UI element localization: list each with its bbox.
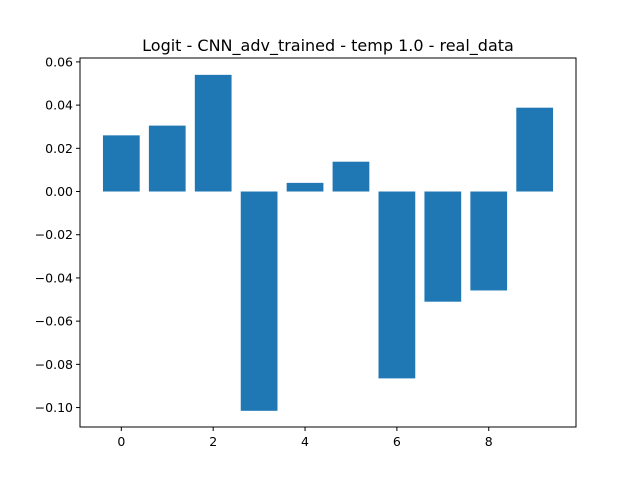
y-tick-label-7: 0.04 (45, 98, 73, 113)
bar-9 (516, 107, 554, 192)
x-tick-label-8: 8 (485, 434, 493, 449)
y-tick-label-3: −0.04 (35, 270, 73, 285)
bar-6 (378, 191, 416, 379)
y-tick-label-2: −0.06 (35, 314, 73, 329)
x-tick-label-2: 2 (209, 434, 217, 449)
x-axis: 0 2 4 6 8 (117, 427, 493, 449)
y-tick-label-5: 0.00 (45, 184, 73, 199)
bar-7 (424, 191, 462, 302)
chart-title: Logit - CNN_adv_trained - temp 1.0 - rea… (142, 36, 514, 56)
bar-8 (470, 191, 508, 291)
bar-3 (240, 191, 278, 411)
x-tick-label-6: 6 (393, 434, 401, 449)
bar-5 (332, 161, 370, 192)
y-tick-label-6: 0.02 (45, 141, 73, 156)
bar-0 (102, 135, 140, 192)
bar-1 (148, 125, 186, 192)
y-axis: −0.10 −0.08 −0.06 −0.04 −0.02 0.00 0.02 0.04 0.0… (35, 54, 80, 415)
bar-2 (194, 74, 232, 192)
bar-4 (286, 182, 324, 192)
x-tick-label-0: 0 (117, 434, 125, 449)
plot-frame (79, 57, 577, 428)
bars-group (102, 74, 554, 411)
y-tick-label-8: 0.06 (45, 54, 73, 69)
x-tick-label-4: 4 (301, 434, 309, 449)
y-tick-label-0: −0.10 (35, 400, 73, 415)
y-tick-label-1: −0.08 (35, 357, 73, 372)
y-tick-label-4: −0.02 (35, 227, 73, 242)
